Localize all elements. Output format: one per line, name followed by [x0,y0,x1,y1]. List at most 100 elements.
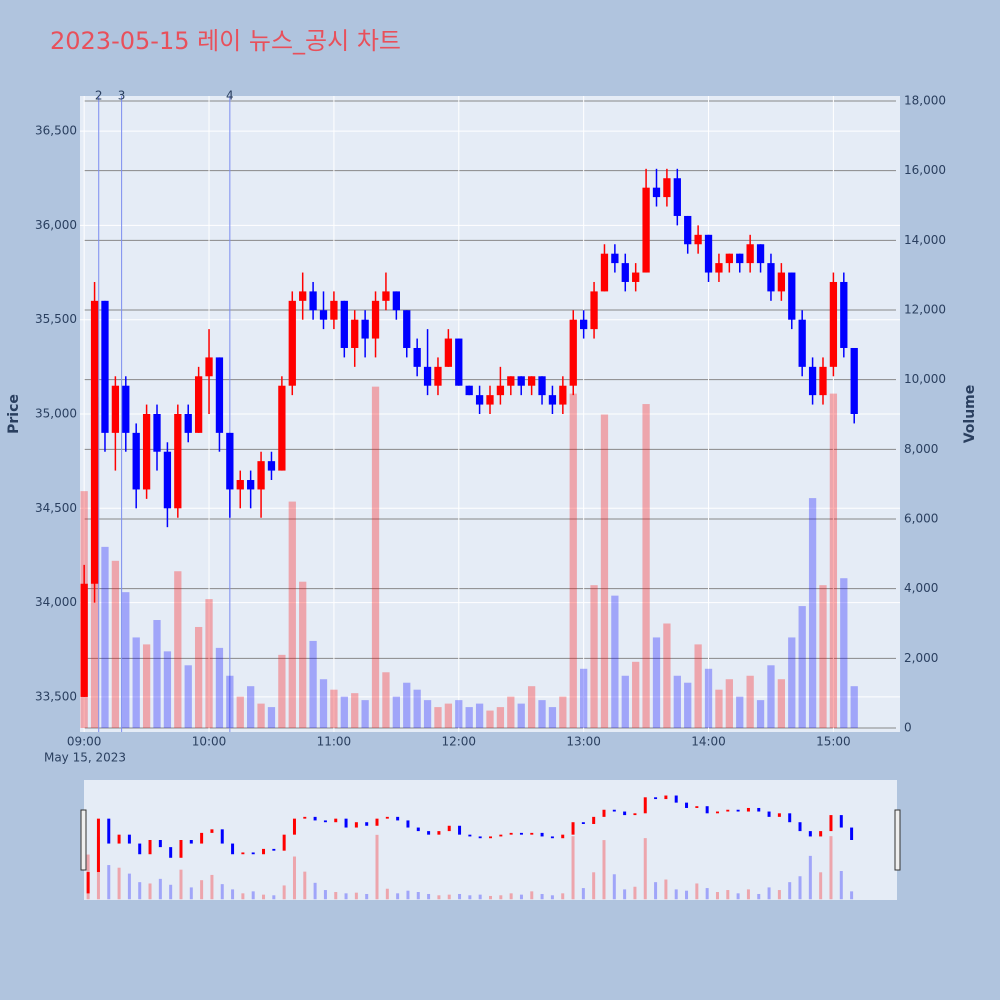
candle-body [340,300,348,348]
y2-tick-label: 16,000 [904,163,946,177]
mini-volume-bar [767,887,771,900]
y-tick-label: 36,000 [35,218,77,232]
mini-volume-bar [468,895,472,900]
mini-volume-bar [292,856,296,900]
volume-bar [704,668,713,728]
volume-bar [194,626,203,728]
candle-body [444,338,453,367]
candle-body [361,319,369,339]
candle-body [226,432,234,490]
candle-body [215,357,224,433]
volume-bar [632,661,640,728]
x-tick-label: 10:00 [192,735,227,749]
volume-bar [142,644,151,728]
mini-volume-bar [303,871,307,900]
volume-bar [788,637,796,728]
mini-volume-bar [633,886,637,900]
candle-body [278,385,286,471]
range-slider-layer [86,795,854,900]
mini-volume-bar [437,895,441,900]
candle-body [413,347,421,367]
candle-body [132,432,140,490]
candle-body [756,244,765,264]
candle-body [694,234,702,245]
candle-body [808,366,817,396]
mini-volume-bar [262,894,266,900]
volume-bar [652,637,661,728]
candle-body [153,414,161,452]
mini-volume-bar [592,872,596,900]
mini-volume-bar [664,879,668,900]
volume-bar [507,696,515,728]
candle-body [725,253,733,264]
candle-body [559,385,567,405]
candle-body [351,319,359,348]
mini-volume-bar [354,892,358,900]
candle-body [371,300,380,339]
mini-volume-bar [158,878,162,900]
mini-volume-bar [200,880,204,900]
candle-body [111,385,120,433]
candle-layer [80,168,858,697]
candle-body [642,187,650,273]
mini-volume-bar [241,893,245,900]
mini-volume-bar [571,836,575,900]
range-handle-right[interactable] [894,809,901,871]
volume-bar [673,675,681,728]
mini-volume-bar [788,882,792,900]
mini-volume-bar [220,884,224,900]
mini-volume-bar [406,890,410,900]
volume-bar [361,700,369,728]
volume-bar [527,686,536,728]
mini-volume-bar [313,882,317,900]
volume-bar [694,644,702,728]
candle-body [475,395,484,405]
mini-volume-bar [798,876,802,900]
volume-bar [309,640,317,728]
y-tick-label: 36,500 [35,124,77,138]
candle-body [247,480,255,490]
candle-body [434,366,442,386]
mini-volume-bar [344,893,348,900]
mini-volume-bar [654,882,658,900]
range-handle-left[interactable] [80,809,87,871]
candle-body [496,385,505,396]
volume-bar [736,696,744,728]
candle-body [777,272,786,292]
candle-body [621,263,629,282]
candle-body [309,291,317,311]
candle-body [632,272,640,282]
mini-volume-bar [107,865,111,900]
mini-volume-bar [685,890,689,900]
y2-tick-label: 4,000 [904,581,938,595]
volume-bar [340,696,348,728]
x-tick-label: 12:00 [441,735,476,749]
volume-bar [288,501,296,728]
range-slider[interactable] [84,780,897,900]
y-tick-label: 35,500 [35,312,77,326]
y2-axis-title: Volume [962,385,978,444]
y-tick-label: 34,000 [35,595,77,609]
mini-volume-bar [540,893,544,900]
candle-body [319,310,328,320]
mini-volume-bar [705,888,709,900]
candle-body [403,310,411,348]
candle-body [455,338,463,386]
candle-body [142,414,151,490]
mini-volume-bar [396,893,400,900]
x-tick-label: 15:00 [816,735,851,749]
mini-volume-bar [117,867,121,900]
volume-bar [725,679,733,728]
candle-body [736,253,744,264]
volume-bar [486,710,494,728]
y-tick-label: 35,000 [35,407,77,421]
candle-body [267,461,276,471]
mini-volume-bar [427,893,431,900]
candle-body [611,253,619,264]
y2-tick-label: 12,000 [904,303,946,317]
candle-body [382,291,390,301]
x-tick-label: 09:00 [67,735,102,749]
volume-bar [496,707,505,728]
y2-tick-label: 10,000 [904,372,946,386]
